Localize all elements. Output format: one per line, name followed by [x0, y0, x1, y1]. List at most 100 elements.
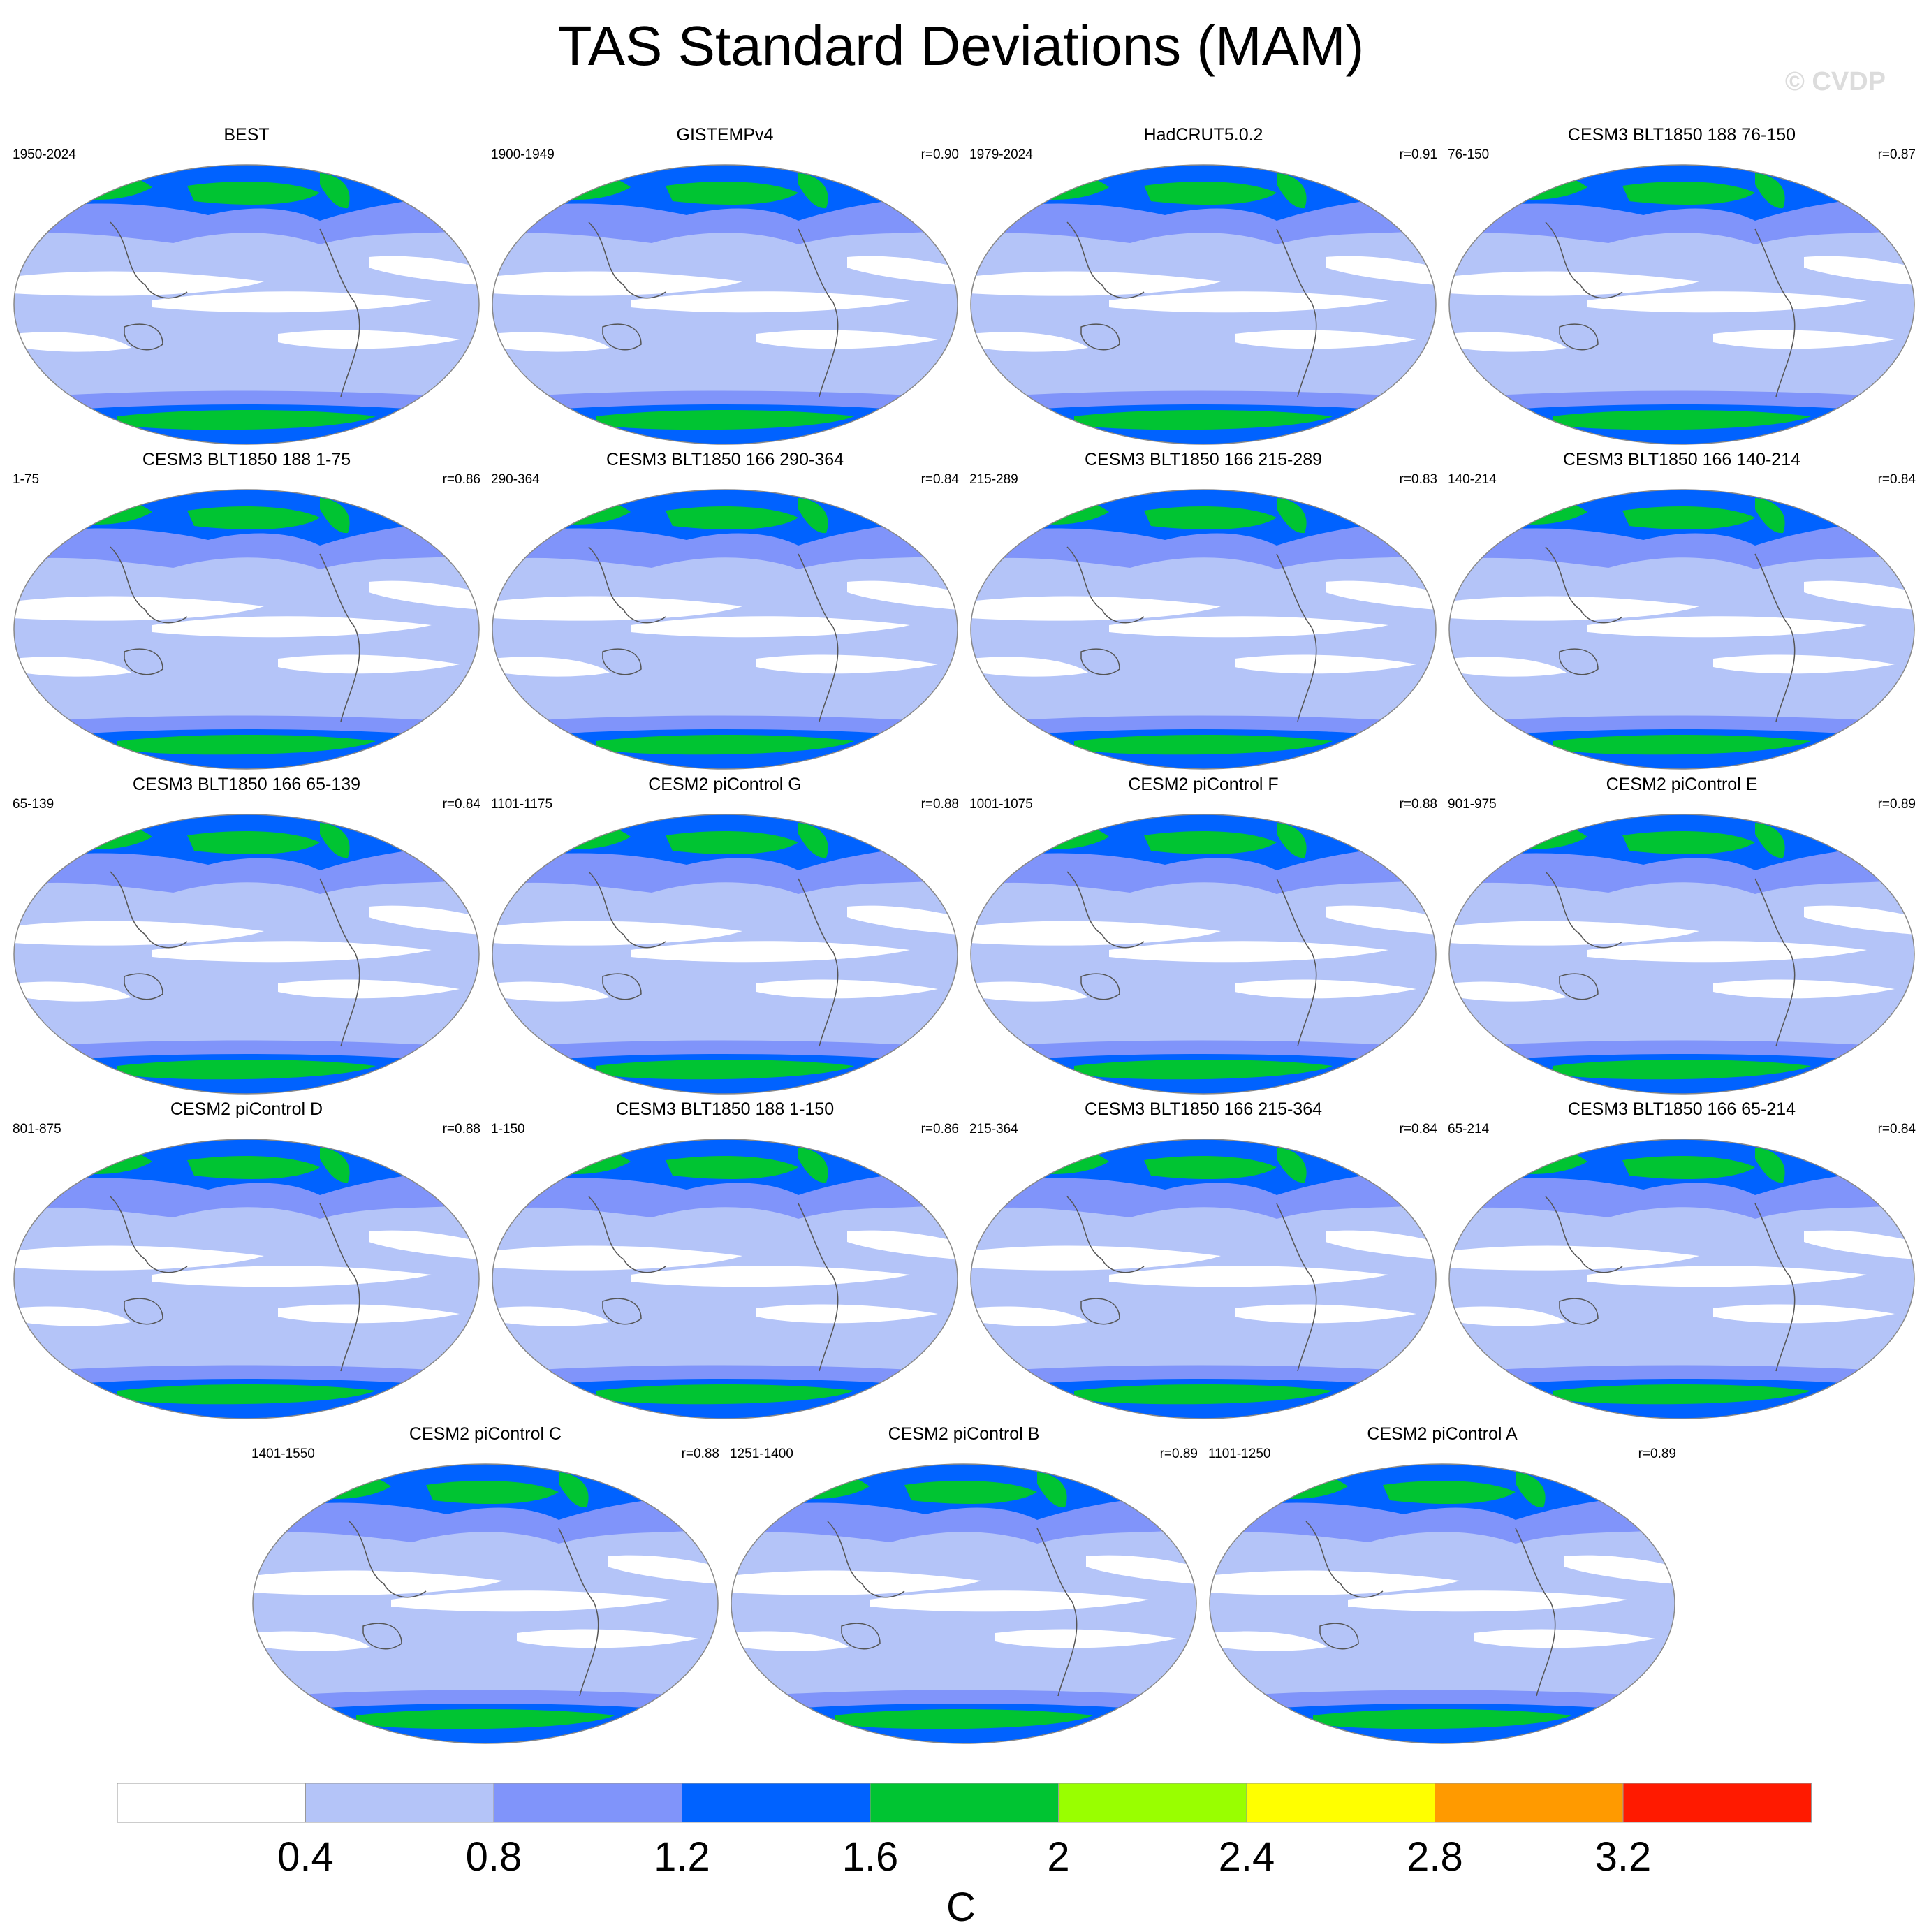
panel-period: 1979-2024 — [969, 147, 1033, 162]
panel-title: CESM3 BLT1850 166 215-364 — [1084, 1099, 1323, 1119]
world-map — [970, 164, 1437, 445]
panel-title: CESM2 piControl B — [888, 1424, 1040, 1444]
world-map — [970, 814, 1437, 1095]
panel-title: CESM3 BLT1850 188 76-150 — [1567, 125, 1796, 145]
map-panel: CESM3 BLT1850 166 65-139 65-139 r=0.84 — [13, 774, 480, 1102]
panel-period: 801-875 — [13, 1122, 61, 1136]
panel-pattern-correlation: r=0.88 — [920, 797, 959, 812]
panel-pattern-correlation: r=0.89 — [1159, 1447, 1198, 1461]
world-map — [970, 489, 1437, 770]
colorbar-tick-label: 0.4 — [277, 1834, 334, 1880]
panel-title: CESM2 piControl E — [1606, 775, 1758, 794]
world-map — [1448, 1139, 1915, 1419]
panel-period: 1900-1949 — [491, 147, 555, 162]
panel-pattern-correlation: r=0.86 — [920, 1122, 959, 1136]
colorbar-unit-label: C — [946, 1885, 976, 1930]
map-panel: CESM3 BLT1850 188 1-75 1-75 r=0.86 — [13, 449, 480, 777]
panel-pattern-correlation: r=0.88 — [442, 1122, 480, 1136]
colorbar-swatch — [682, 1783, 871, 1823]
world-map — [492, 164, 958, 445]
map-panel: CESM3 BLT1850 188 1-150 1-150 r=0.86 — [491, 1099, 959, 1427]
colorbar-tick-label: 1.6 — [842, 1834, 899, 1880]
colorbar-swatch — [1622, 1783, 1812, 1823]
panel-title: CESM3 BLT1850 188 1-75 — [142, 450, 351, 469]
world-map — [13, 489, 480, 770]
panel-pattern-correlation: r=0.91 — [1399, 147, 1437, 162]
panel-title: CESM2 piControl A — [1367, 1424, 1518, 1444]
panel-period: 1101-1175 — [491, 797, 553, 812]
figure-title: TAS Standard Deviations (MAM) — [557, 15, 1365, 77]
panel-title: HadCRUT5.0.2 — [1143, 125, 1263, 145]
map-panel: CESM3 BLT1850 166 290-364 290-364 r=0.84 — [491, 449, 959, 777]
world-map — [1448, 489, 1915, 770]
map-panel: CESM3 BLT1850 188 76-150 76-150 r=0.87 — [1448, 124, 1916, 453]
colorbar-tick-label: 3.2 — [1595, 1834, 1652, 1880]
colorbar-swatch — [1435, 1783, 1624, 1823]
map-panel: CESM2 piControl C 1401-1550 r=0.88 — [251, 1424, 719, 1752]
colorbar-tick-label: 2 — [1047, 1834, 1069, 1880]
panel-period: 1001-1075 — [969, 797, 1033, 812]
world-map — [252, 1463, 719, 1744]
panel-pattern-correlation: r=0.84 — [1399, 1122, 1437, 1136]
map-panel: CESM2 piControl G 1101-1175 r=0.88 — [491, 774, 959, 1102]
world-map — [1209, 1463, 1675, 1744]
colorbar-tick-label: 2.8 — [1407, 1834, 1463, 1880]
map-panel: CESM2 piControl B 1251-1400 r=0.89 — [730, 1424, 1198, 1752]
colorbar-swatch — [493, 1783, 682, 1823]
panel-title: CESM2 piControl D — [170, 1099, 323, 1119]
panel-period: 1950-2024 — [13, 147, 76, 162]
panel-pattern-correlation: r=0.83 — [1399, 472, 1437, 487]
map-panel: GISTEMPv4 1900-1949 r=0.90 — [491, 124, 959, 453]
panel-title: CESM3 BLT1850 166 65-139 — [132, 775, 361, 794]
world-map — [492, 1139, 958, 1419]
panel-period: 1-75 — [13, 472, 40, 487]
panel-pattern-correlation: r=0.89 — [1638, 1447, 1676, 1461]
map-panel: HadCRUT5.0.2 1979-2024 r=0.91 — [969, 124, 1437, 453]
world-map — [1448, 814, 1915, 1095]
panel-title: CESM3 BLT1850 166 215-289 — [1084, 450, 1323, 469]
panel-period: 1401-1550 — [251, 1447, 315, 1461]
panel-title: CESM2 piControl F — [1128, 775, 1279, 794]
panel-period: 1-150 — [491, 1122, 525, 1136]
panel-title: CESM2 piControl G — [648, 775, 802, 794]
world-map — [13, 814, 480, 1095]
map-panel: CESM3 BLT1850 166 215-289 215-289 r=0.83 — [969, 449, 1437, 777]
panel-pattern-correlation: r=0.84 — [920, 472, 959, 487]
colorbar-swatch — [305, 1783, 494, 1823]
panel-pattern-correlation: r=0.87 — [1877, 147, 1916, 162]
map-panel: CESM2 piControl D 801-875 r=0.88 — [13, 1099, 480, 1427]
panel-title: GISTEMPv4 — [676, 125, 774, 145]
panel-title: CESM3 BLT1850 166 290-364 — [606, 450, 844, 469]
panel-period: 215-364 — [969, 1122, 1018, 1136]
panel-pattern-correlation: r=0.84 — [1877, 1122, 1916, 1136]
colorbar-tick-label: 2.4 — [1219, 1834, 1275, 1880]
map-panel: CESM2 piControl E 901-975 r=0.89 — [1448, 774, 1916, 1102]
panel-title: CESM2 piControl C — [409, 1424, 562, 1444]
panel-pattern-correlation: r=0.86 — [442, 472, 480, 487]
world-map — [970, 1139, 1437, 1419]
colorbar-swatch — [1058, 1783, 1247, 1823]
colorbar-swatch — [870, 1783, 1059, 1823]
panel-pattern-correlation: r=0.84 — [1877, 472, 1916, 487]
panel-title: CESM3 BLT1850 166 140-214 — [1562, 450, 1801, 469]
panel-title: CESM3 BLT1850 188 1-150 — [615, 1099, 835, 1119]
map-panel: CESM3 BLT1850 166 215-364 215-364 r=0.84 — [969, 1099, 1437, 1427]
world-map — [731, 1463, 1197, 1744]
panel-period: 140-214 — [1448, 472, 1497, 487]
panel-period: 1251-1400 — [730, 1447, 793, 1461]
panel-period: 76-150 — [1448, 147, 1490, 162]
panel-pattern-correlation: r=0.88 — [1399, 797, 1437, 812]
panel-pattern-correlation: r=0.88 — [681, 1447, 719, 1461]
colorbar-tick-label: 0.8 — [466, 1834, 522, 1880]
panel-period: 65-139 — [13, 797, 54, 812]
world-map — [492, 489, 958, 770]
map-panel: CESM2 piControl F 1001-1075 r=0.88 — [969, 774, 1437, 1102]
panel-period: 215-289 — [969, 472, 1018, 487]
colorbar-tick-label: 1.2 — [654, 1834, 710, 1880]
panel-pattern-correlation: r=0.90 — [920, 147, 959, 162]
panel-title: CESM3 BLT1850 166 65-214 — [1567, 1099, 1796, 1119]
map-panel: CESM3 BLT1850 166 140-214 140-214 r=0.84 — [1448, 449, 1916, 777]
colorbar-swatch — [1246, 1783, 1435, 1823]
world-map — [13, 164, 480, 445]
